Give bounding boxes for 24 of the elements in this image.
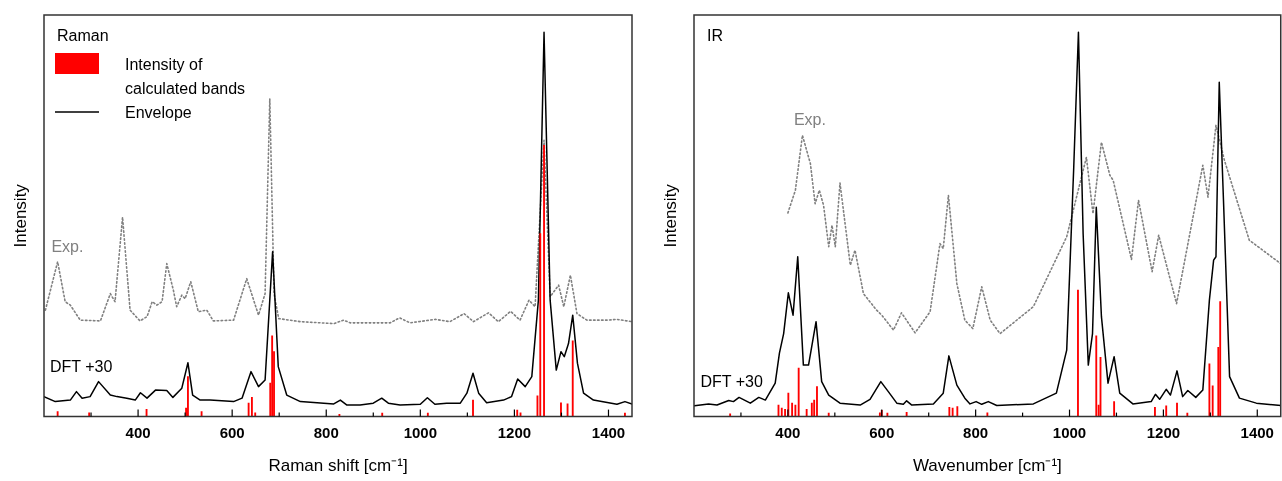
x-tick-label: 1400 [1240,423,1274,441]
x-tick-label: 1000 [403,423,438,441]
x-tick-label: 1400 [591,423,626,441]
x-axis-title: Wavenumber [cm⁻¹] [912,456,1062,476]
chart-title: IR [707,27,723,44]
annotation: Exp. [793,111,826,129]
x-tick-label: 400 [125,423,151,441]
x-tick-label: 600 [219,423,245,441]
legend-label: Intensity of calculated bands [125,56,246,97]
x-tick-label: 800 [963,423,989,441]
x-tick-label: 1000 [1052,423,1087,441]
x-tick-label: 600 [869,423,895,441]
y-axis-title: Intensity [11,183,30,248]
annotation: DFT +30 [700,373,763,391]
x-tick-label: 400 [775,423,801,441]
annotation: Exp. [51,237,84,255]
x-tick-label: 1200 [1146,423,1181,441]
x-axis-title: Raman shift [cm⁻¹] [268,456,408,476]
x-tick-label: 1200 [497,423,532,441]
chart-title: Raman [57,27,109,44]
x-tick-label: 800 [313,423,339,441]
y-axis-title: Intensity [661,183,680,248]
legend-label: Envelope [125,104,192,121]
annotation: DFT +30 [50,357,113,375]
